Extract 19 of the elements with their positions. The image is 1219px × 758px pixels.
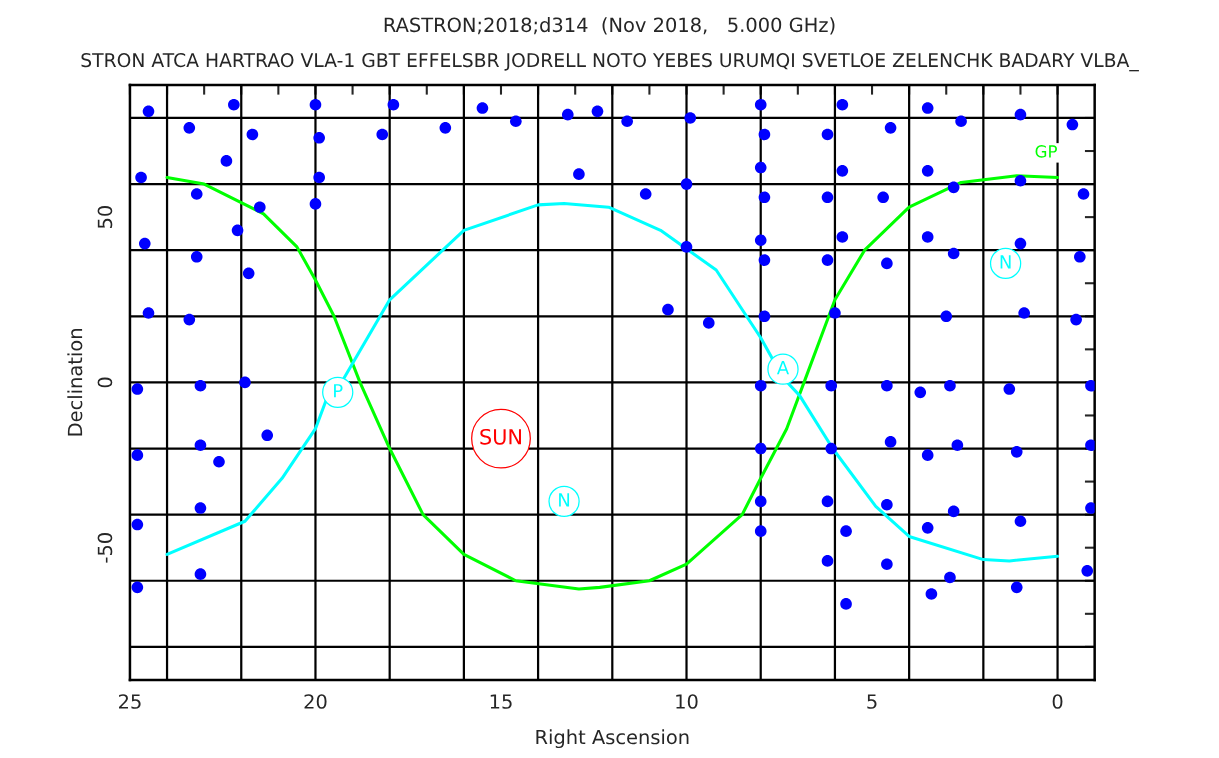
x-axis-title: Right Ascension <box>536 729 689 749</box>
data-label: N <box>559 493 570 507</box>
x-tick-label: 15 <box>490 694 512 709</box>
data-label: A <box>776 361 790 375</box>
series-label: GP <box>1035 145 1057 158</box>
data-label: N <box>1000 255 1011 269</box>
chart-title: RASTRON;2018;d314 (Nov 2018, 5.000 GHz) <box>384 17 835 35</box>
chart-subtitle: STRON ATCA HARTRAO VLA-1 GBT EFFELSBR JODRELL NOTO YEBES URUMQI SVETLOE ZELENCHK BADARY VLBA_ <box>81 52 1139 72</box>
x-tick-label: 0 <box>1052 694 1063 709</box>
y-tick-label: -50 <box>97 533 113 563</box>
y-tick-label: 0 <box>97 377 113 388</box>
y-tick-label: 50 <box>97 206 113 228</box>
data-label: SUN <box>480 428 521 445</box>
x-tick-label: 10 <box>676 694 698 709</box>
x-tick-label: 25 <box>119 694 141 709</box>
x-tick-label: 5 <box>867 694 877 709</box>
data-label: P <box>334 384 343 398</box>
y-axis-title: Declination <box>67 329 83 436</box>
x-tick-label: 20 <box>304 694 327 709</box>
